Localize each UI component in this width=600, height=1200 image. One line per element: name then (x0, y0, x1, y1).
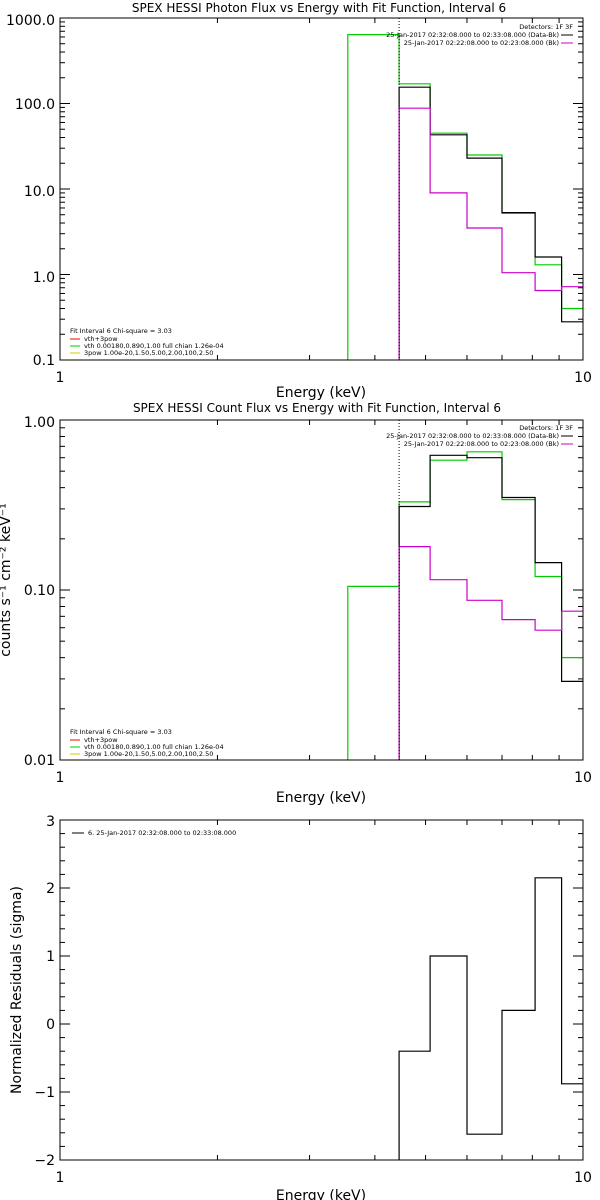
x-tick-label: 10 (574, 1170, 592, 1186)
y-tick-label: 10.0 (24, 184, 55, 200)
fit-legend-entry: 3pow 1.00e-20,1.50,5.00,2.00,100,2.50 (84, 349, 213, 357)
fit-legend: Fit Interval 6 Chi-square = 3.03 vth+3po… (70, 327, 224, 357)
series-step-line (398, 86, 583, 360)
x-axis-label: Energy (keV) (276, 1188, 366, 1200)
series-step-line (347, 34, 583, 360)
series-group (398, 877, 583, 1160)
tick-marks (59, 819, 584, 1161)
y-tick-label: −2 (34, 1153, 55, 1169)
y-tick-label: 2 (46, 881, 55, 897)
x-tick-label: 1 (56, 770, 65, 786)
fit-legend-entry: vth+3pow (84, 335, 118, 343)
legend-detectors: Detectors: 1F 3F (519, 23, 573, 31)
y-tick-label: 1 (46, 949, 55, 965)
panel-count-flux: SPEX HESSI Count Flux vs Energy with Fit… (0, 401, 592, 806)
series-step-line (398, 546, 583, 760)
fit-legend-heading: Fit Interval 6 Chi-square = 3.03 (70, 728, 172, 736)
tick-marks (59, 419, 584, 761)
fit-legend: Fit Interval 6 Chi-square = 3.03 vth+3po… (70, 728, 224, 758)
plot-frame (59, 819, 584, 1161)
tick-marks (59, 17, 584, 361)
y-tick-label: 0.10 (24, 583, 55, 599)
y-tick-label: 1.0 (33, 270, 55, 286)
legend: 6. 25-Jan-2017 02:32:08.000 to 02:33:08.… (72, 829, 236, 837)
x-tick-label: 10 (574, 770, 592, 786)
y-tick-label: −1 (34, 1085, 55, 1101)
fit-legend-entry: vth 0.00180,0.890,1.00 full chian 1.26e-… (84, 342, 224, 350)
plot-frame (59, 419, 584, 761)
series-group (347, 451, 583, 760)
x-axis-label: Energy (keV) (276, 790, 366, 806)
legend-detectors: Detectors: 1F 3F (519, 424, 573, 432)
chart-title: SPEX HESSI Photon Flux vs Energy with Fi… (132, 1, 506, 15)
top-legend: Detectors: 1F 3F 25-Jan-2017 02:32:08.00… (386, 23, 573, 47)
fit-legend-entry: 3pow 1.00e-20,1.50,5.00,2.00,100,2.50 (84, 750, 213, 758)
y-tick-label: 1000.0 (6, 13, 55, 29)
x-axis-label: Energy (keV) (276, 385, 366, 401)
panel-photon-flux: SPEX HESSI Photon Flux vs Energy with Fi… (6, 1, 592, 401)
fit-legend-entry: vth 0.00180,0.890,1.00 full chian 1.26e-… (84, 743, 224, 751)
y-axis-label: Normalized Residuals (sigma) (9, 886, 25, 1094)
x-tick-label: 10 (574, 370, 592, 386)
legend-entry-label: 25-Jan-2017 02:32:08.000 to 02:33:08.000… (386, 432, 559, 440)
legend-entry-label: 25-Jan-2017 02:32:08.000 to 02:33:08.000… (386, 31, 559, 39)
chart-title: SPEX HESSI Count Flux vs Energy with Fit… (133, 401, 501, 415)
y-tick-label: 0.1 (33, 353, 55, 369)
series-step-line (398, 877, 583, 1160)
x-tick-label: 1 (56, 370, 65, 386)
y-tick-label: 0 (46, 1017, 55, 1033)
series-step-line (398, 454, 583, 760)
legend-entry-label: 25-Jan-2017 02:22:08.000 to 02:23:08.000… (404, 39, 559, 47)
y-tick-label: 1.00 (24, 415, 55, 431)
series-group (347, 34, 583, 360)
plot-frame (59, 17, 584, 361)
top-legend: Detectors: 1F 3F 25-Jan-2017 02:32:08.00… (386, 424, 573, 448)
legend-entry-label: 6. 25-Jan-2017 02:32:08.000 to 02:33:08.… (88, 829, 236, 837)
y-tick-label: 100.0 (15, 97, 55, 113)
series-step-line (398, 107, 583, 360)
x-tick-label: 1 (56, 1170, 65, 1186)
fit-legend-entry: vth+3pow (84, 736, 118, 744)
series-step-line (347, 451, 583, 760)
y-tick-label: 3 (46, 814, 55, 830)
legend-entry-label: 25-Jan-2017 02:22:08.000 to 02:23:08.000… (404, 440, 559, 448)
panel-residuals: −2 −1 0 1 2 3 1 10 Energy (keV) Normaliz… (9, 814, 592, 1200)
y-axis-label: counts s⁻¹ cm⁻² keV⁻¹ (0, 503, 14, 657)
fit-legend-heading: Fit Interval 6 Chi-square = 3.03 (70, 327, 172, 335)
y-tick-label: 0.01 (24, 753, 55, 769)
